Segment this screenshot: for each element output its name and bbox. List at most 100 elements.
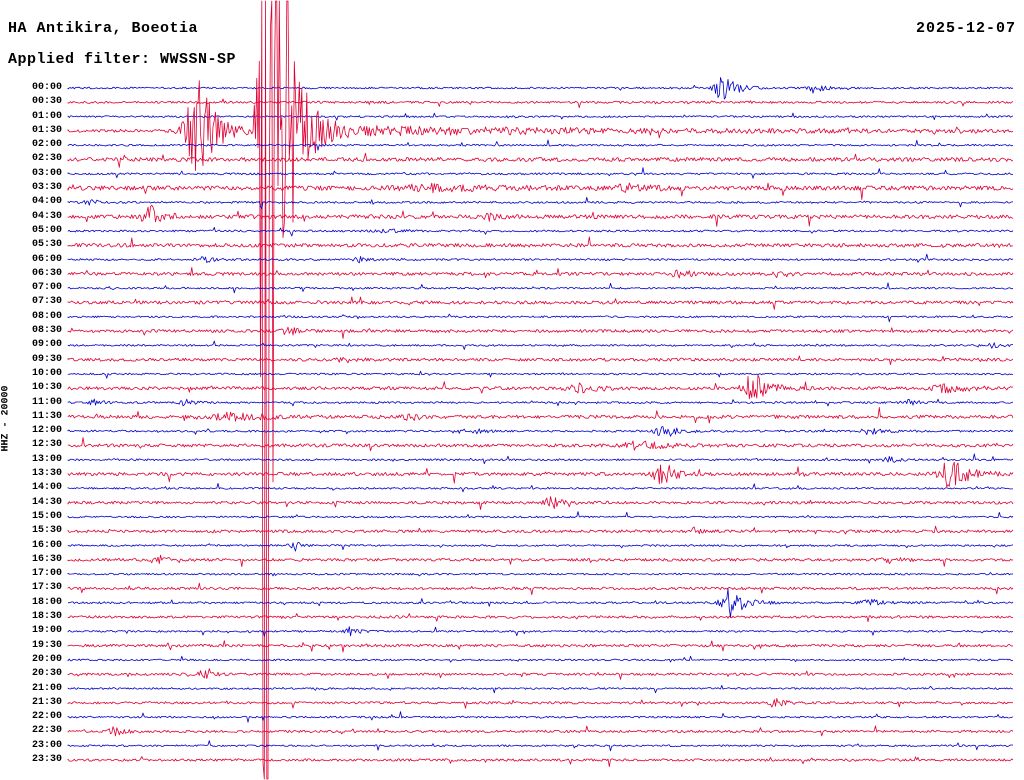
time-label: 08:30 (31, 325, 62, 337)
trace-row-0500 (67, 227, 1014, 237)
trace-row-0030 (67, 98, 1014, 109)
trace-row-1630 (67, 554, 1014, 567)
trace-row-0300 (67, 167, 1014, 179)
time-label: 19:30 (31, 639, 62, 651)
trace-row-1130 (67, 407, 1014, 424)
time-label: 01:30 (31, 124, 62, 136)
trace-row-0930 (67, 355, 1014, 365)
trace-row-1400 (67, 483, 1013, 493)
trace-row-1830 (67, 613, 1013, 623)
trace-row-1500 (67, 511, 1014, 519)
trace-row-1600 (67, 542, 1014, 552)
time-label: 11:00 (31, 396, 62, 408)
time-label: 07:30 (31, 296, 62, 308)
trace-row-1700 (67, 572, 1014, 577)
time-label: 17:30 (31, 582, 62, 594)
time-label: 11:30 (31, 410, 62, 422)
time-label: 03:30 (31, 182, 62, 194)
time-label: 22:00 (31, 711, 62, 723)
time-label: 15:30 (31, 525, 62, 537)
time-label: 00:00 (31, 82, 62, 93)
trace-row-0000 (67, 77, 1014, 100)
trace-row-1100 (67, 398, 1014, 407)
time-label: 02:30 (31, 153, 62, 165)
time-label: 12:30 (31, 439, 62, 451)
time-label: 09:30 (31, 353, 62, 365)
trace-row-1330 (67, 461, 1014, 488)
trace-row-0130 (67, 0, 1014, 780)
time-label: 15:00 (31, 510, 62, 522)
trace-row-2100 (67, 685, 1013, 694)
time-label: 03:00 (31, 167, 62, 179)
time-label: 21:00 (31, 682, 62, 694)
trace-row-0900 (67, 340, 1014, 350)
time-label: 13:00 (31, 453, 62, 465)
time-label: 05:00 (31, 224, 62, 236)
trace-row-2030 (67, 668, 1014, 680)
trace-row-0230 (67, 152, 1014, 168)
time-label: 23:00 (31, 739, 62, 751)
trace-row-0630 (67, 267, 1014, 279)
time-label: 20:30 (31, 668, 62, 680)
trace-row-1930 (67, 640, 1014, 653)
trace-row-2000 (67, 655, 1014, 663)
trace-row-2200 (67, 711, 1014, 723)
time-label: 04:30 (31, 210, 62, 222)
trace-row-0200 (67, 139, 1014, 151)
trace-row-2300 (67, 740, 1013, 752)
time-label: 13:30 (31, 468, 62, 480)
trace-row-1030 (67, 374, 1014, 400)
trace-row-0700 (67, 282, 1014, 294)
trace-row-0530 (67, 236, 1013, 248)
time-label: 22:30 (31, 725, 62, 737)
trace-row-1730 (67, 582, 1014, 596)
time-label: 16:00 (31, 539, 62, 551)
trace-row-1900 (67, 626, 1014, 637)
trace-row-1230 (67, 437, 1014, 452)
time-label: 16:30 (31, 553, 62, 565)
time-label: 01:00 (31, 110, 62, 122)
time-label: 08:00 (31, 310, 62, 322)
trace-row-1530 (67, 525, 1014, 535)
time-label: 14:30 (31, 496, 62, 508)
time-label: 04:00 (31, 196, 62, 208)
trace-row-0430 (67, 204, 1014, 227)
time-label: 17:00 (31, 568, 62, 580)
trace-row-2130 (67, 698, 1014, 709)
time-label: 20:00 (31, 653, 62, 665)
trace-row-0800 (67, 313, 1014, 323)
time-label: 06:00 (31, 253, 62, 265)
trace-row-1200 (67, 426, 1014, 437)
time-label: 18:30 (31, 611, 62, 623)
trace-row-2230 (67, 725, 1014, 737)
trace-row-1000 (67, 370, 1014, 379)
trace-row-1800 (67, 588, 1014, 618)
time-label: 02:00 (31, 139, 62, 151)
time-label: 06:30 (31, 267, 62, 279)
filter-label: Applied filter: WWSSN-SP (8, 51, 237, 68)
time-label: 10:00 (31, 367, 62, 379)
time-label: 10:30 (31, 382, 62, 394)
time-label: 05:30 (31, 239, 62, 251)
trace-row-1300 (67, 453, 1014, 465)
time-label: 19:00 (31, 625, 62, 637)
trace-row-2330 (67, 756, 1014, 767)
trace-row-0330 (67, 182, 1014, 200)
trace-row-0400 (67, 196, 1014, 210)
time-label: 09:00 (31, 339, 62, 351)
trace-row-0600 (67, 253, 1014, 264)
date-label: 2025-12-07 (915, 20, 1016, 37)
time-label: 14:00 (31, 482, 62, 494)
time-label: 18:00 (31, 596, 62, 608)
trace-row-0100 (67, 112, 1014, 121)
trace-row-0830 (67, 326, 1014, 339)
station-title: HA Antikira, Boeotia (8, 20, 199, 37)
time-label: 21:30 (31, 696, 62, 708)
trace-row-0730 (67, 296, 1014, 310)
time-label: 23:30 (31, 754, 62, 765)
time-label: 00:30 (31, 96, 62, 108)
time-label: 07:00 (31, 282, 62, 294)
time-label: 12:00 (31, 425, 62, 437)
